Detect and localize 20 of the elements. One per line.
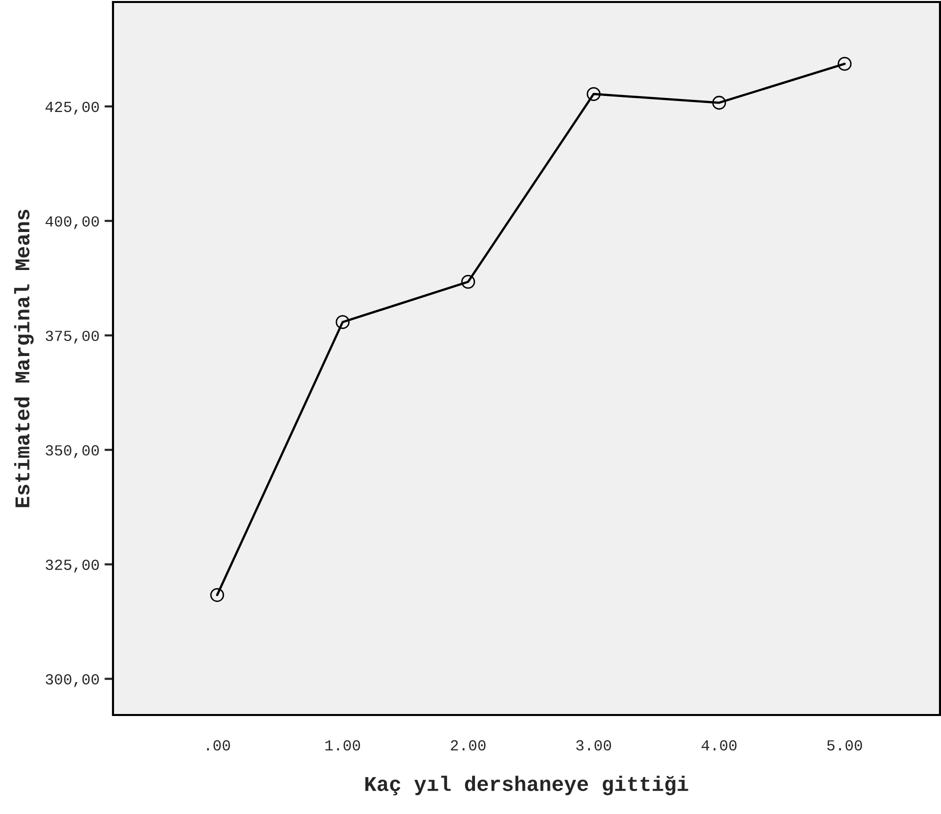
y-tick-label: 425,00 [46, 102, 99, 115]
y-tick-label: 400,00 [46, 216, 99, 230]
point [586, 87, 601, 101]
y-tick-label: 350,00 [46, 445, 99, 458]
x-tick-label: 4.00 [702, 740, 737, 751]
point [461, 274, 476, 289]
point [712, 96, 726, 110]
y-axis-title: Estimated Marginal Means [14, 210, 34, 508]
point [336, 315, 350, 330]
y-tick-label: 375,00 [46, 330, 99, 344]
point [210, 588, 224, 602]
x-tick-label: 5.00 [827, 740, 862, 751]
point [838, 56, 852, 71]
x-tick-label: 2.00 [450, 740, 486, 751]
x-tick-label: .00 [207, 740, 230, 751]
y-tick-label: 325,00 [46, 560, 99, 573]
x-tick-label: 1.00 [325, 740, 360, 751]
x-tick-label: 3.00 [576, 740, 612, 751]
y-tick-label: 300,00 [46, 674, 99, 688]
x-axis-title: Kaç yıl dershaneye gittiği [365, 776, 688, 796]
